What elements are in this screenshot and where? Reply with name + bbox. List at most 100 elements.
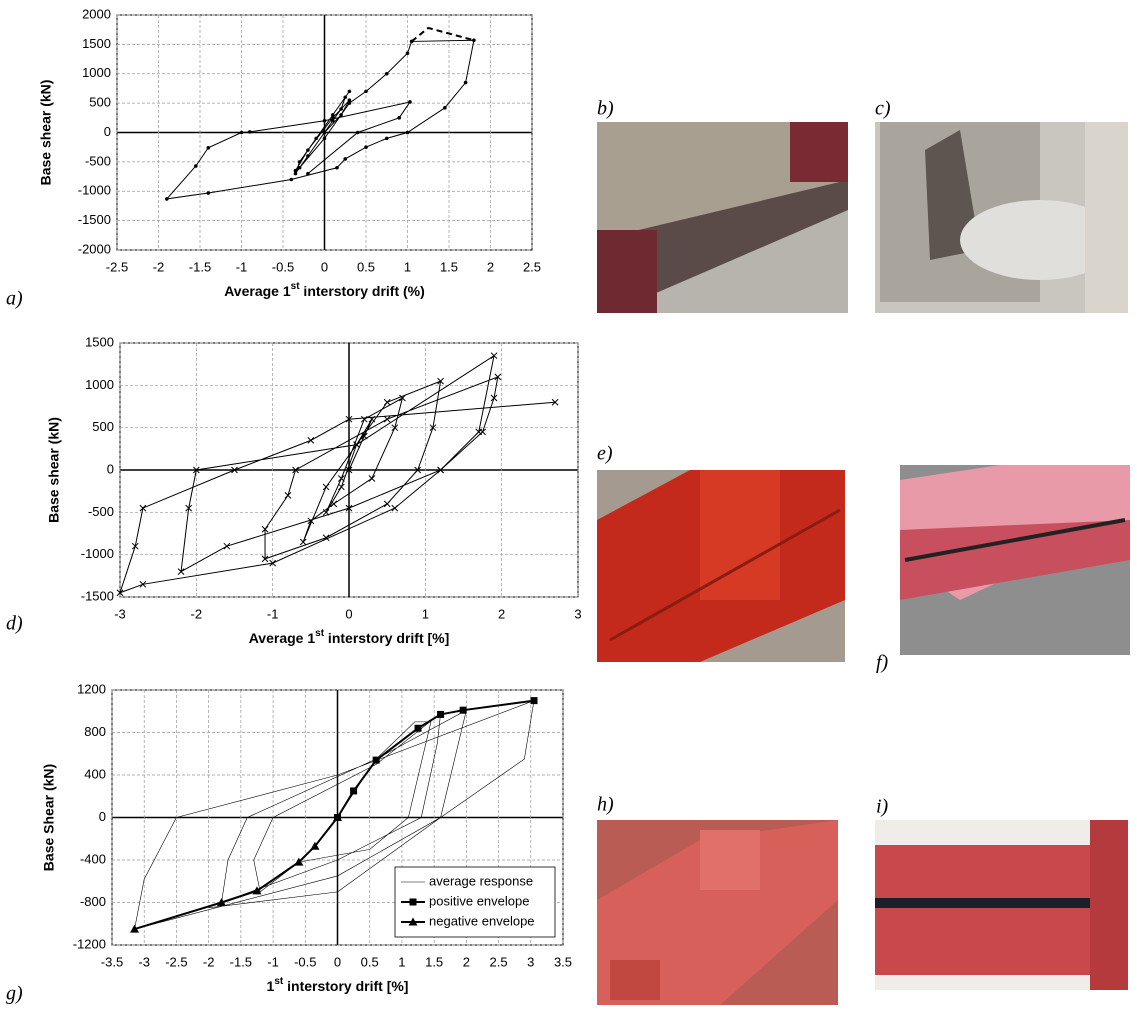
legend-marker xyxy=(410,899,417,906)
y-tick-label: 2000 xyxy=(82,6,111,21)
y-tick-label: 500 xyxy=(92,419,114,434)
x-tick-label: -2.5 xyxy=(165,954,187,969)
x-tick-label: 0.5 xyxy=(361,954,379,969)
x-tick-label: -1.5 xyxy=(189,259,211,274)
y-axis-label: Base shear (kN) xyxy=(38,80,54,186)
x-tick-label: 3 xyxy=(574,606,581,621)
marker xyxy=(460,707,467,714)
marker xyxy=(335,166,339,170)
x-tick-label: -0.5 xyxy=(294,954,316,969)
marker xyxy=(298,166,302,170)
x-axis-label-part: Average 1 xyxy=(249,630,316,646)
x-tick-label: -3 xyxy=(138,954,150,969)
marker xyxy=(323,131,327,135)
marker xyxy=(472,38,476,42)
y-tick-label: 0 xyxy=(99,809,106,824)
marker xyxy=(290,178,294,182)
marker xyxy=(348,101,352,105)
y-tick-label: -1000 xyxy=(81,546,114,561)
marker xyxy=(343,157,347,161)
marker xyxy=(298,160,302,164)
marker xyxy=(415,725,422,732)
y-axis-label: Base Shear (kN) xyxy=(41,764,57,871)
panel-label: f) xyxy=(876,652,889,674)
x-tick-label: -3 xyxy=(114,606,126,621)
panel-label: d) xyxy=(6,613,23,635)
x-tick-label: 2.5 xyxy=(490,954,508,969)
x-tick-label: 2 xyxy=(498,606,505,621)
x-tick-label: -1.5 xyxy=(230,954,252,969)
x-tick-label: -1 xyxy=(236,259,248,274)
x-tick-label: 1.5 xyxy=(440,259,458,274)
marker xyxy=(207,146,211,150)
marker xyxy=(207,191,211,195)
y-tick-label: 400 xyxy=(84,766,106,781)
y-tick-label: -1500 xyxy=(81,588,114,603)
x-tick-label: -2 xyxy=(191,606,203,621)
panel-label: h) xyxy=(597,794,614,816)
x-tick-label: 3.5 xyxy=(554,954,572,969)
x-tick-label: 2 xyxy=(487,259,494,274)
marker xyxy=(443,106,447,110)
x-axis-label-part: Average 1 xyxy=(224,283,291,299)
x-axis-label-part: interstory drift [%] xyxy=(324,630,449,646)
y-tick-label: 1200 xyxy=(77,681,106,696)
marker xyxy=(350,787,357,794)
marker xyxy=(294,169,298,173)
x-tick-label: 0 xyxy=(334,954,341,969)
marker xyxy=(406,131,410,135)
x-tick-label: 1 xyxy=(398,954,405,969)
y-tick-label: 1000 xyxy=(85,377,114,392)
x-tick-label: 2.5 xyxy=(523,259,541,274)
x-axis-label-part: interstory drift [%] xyxy=(283,978,408,994)
y-tick-label: 0 xyxy=(107,461,114,476)
y-tick-label: -400 xyxy=(80,851,106,866)
x-axis-label: 1st interstory drift [%] xyxy=(267,976,409,994)
x-tick-label: 3 xyxy=(527,954,534,969)
panel-label: b) xyxy=(597,98,614,120)
x-axis-label-part: 1 xyxy=(267,978,275,994)
y-tick-label: -800 xyxy=(80,894,106,909)
photo xyxy=(597,820,838,1005)
x-tick-label: 0 xyxy=(321,259,328,274)
marker xyxy=(408,100,412,104)
y-tick-label: 1500 xyxy=(85,334,114,349)
x-axis-label-part: interstory drift (%) xyxy=(300,283,425,299)
x-axis-label: Average 1st interstory drift (%) xyxy=(224,281,425,299)
panel-label: i) xyxy=(876,796,889,818)
x-axis-label: Average 1st interstory drift [%] xyxy=(249,628,450,646)
marker xyxy=(406,51,410,55)
x-tick-label: -1 xyxy=(267,954,279,969)
marker xyxy=(248,130,252,134)
marker xyxy=(348,90,352,94)
panel-label: a) xyxy=(6,288,23,310)
x-tick-label: -0.5 xyxy=(272,259,294,274)
marker xyxy=(339,107,343,111)
y-tick-label: 500 xyxy=(89,95,111,110)
marker xyxy=(385,137,389,141)
x-tick-label: -2 xyxy=(203,954,215,969)
y-axis-label: Base shear (kN) xyxy=(46,417,62,523)
marker xyxy=(531,697,538,704)
x-tick-label: 0 xyxy=(345,606,352,621)
panel-label: e) xyxy=(597,443,613,465)
photo xyxy=(597,122,848,313)
marker xyxy=(385,72,389,76)
panel-label: g) xyxy=(6,983,23,1005)
marker xyxy=(306,154,310,158)
marker xyxy=(165,197,169,201)
marker xyxy=(356,131,360,135)
x-tick-label: 0.5 xyxy=(357,259,375,274)
marker xyxy=(373,757,380,764)
x-tick-label: -2 xyxy=(153,259,165,274)
marker xyxy=(339,113,343,117)
photo xyxy=(597,470,845,662)
figure: a) b) c) d) e) f) g) h) i) xyxy=(0,0,1137,1010)
legend-label: average response xyxy=(429,873,533,888)
x-tick-label: -2.5 xyxy=(106,259,128,274)
y-tick-label: -1500 xyxy=(78,212,111,227)
photo xyxy=(875,122,1128,313)
y-tick-label: -2000 xyxy=(78,241,111,256)
y-tick-label: -500 xyxy=(88,504,114,519)
x-tick-label: 1 xyxy=(422,606,429,621)
